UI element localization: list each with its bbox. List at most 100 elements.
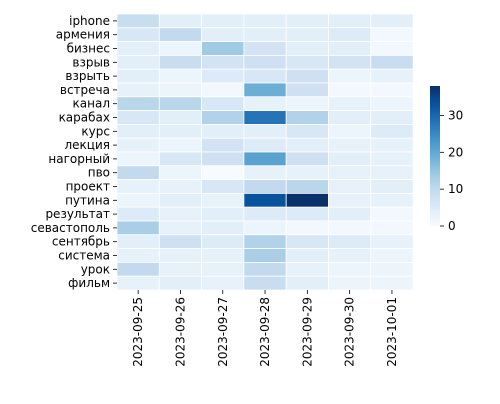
heatmap-cell [328,192,372,208]
heatmap-cell [328,206,372,222]
x-tick-label: 2023-09-25 [131,297,145,367]
heatmap-cell [116,68,160,84]
colorbar-tick-label: 0 [448,219,456,233]
heatmap-cell [243,151,287,167]
y-tick-label: проект [66,180,110,194]
heatmap-cell [201,261,245,277]
colorbar-gradient [430,86,440,226]
y-tick-label: армения [56,28,110,42]
heatmap-cell [285,82,329,98]
heatmap-cell [370,151,414,167]
heatmap-cell [201,192,245,208]
heatmap-cell [243,13,287,29]
y-tick-label: путина [65,193,110,207]
heatmap-cell [285,179,329,194]
heatmap-cell [243,165,287,181]
y-tick-label: бизнес [67,42,110,56]
heatmap-cell [370,165,414,181]
heatmap-cell [116,82,160,98]
heatmap-cell [116,137,160,153]
heatmap-cell [116,261,160,277]
heatmap-cell [370,192,414,208]
heatmap-cell [370,248,414,263]
heatmap-cell [370,124,414,139]
heatmap-cell [285,96,329,112]
heatmap-cell [243,220,287,236]
heatmap-cell [328,68,372,84]
heatmap-cell [370,110,414,125]
heatmap-cell [116,124,160,139]
heatmap-cell [116,27,160,42]
heatmap-cell [158,206,203,222]
heatmap-cell [370,82,414,98]
heatmap-cell [243,68,287,84]
heatmap-cell [116,110,160,125]
heatmap-cell [116,13,160,29]
heatmap-cell [370,137,414,153]
heatmap-cell [116,96,160,112]
heatmap-cell [158,261,203,277]
heatmap-cell [370,220,414,236]
heatmap-cell [328,275,372,291]
y-tick-label: лекция [65,138,111,152]
heatmap-cell [328,137,372,153]
heatmap-cell [328,41,372,56]
colorbar-tick-label: 20 [448,145,463,159]
heatmap-cell [285,261,329,277]
heatmap-cell [243,55,287,70]
heatmap-cell [285,248,329,263]
x-tick-label: 2023-09-30 [343,297,357,367]
heatmap-cell [370,55,414,70]
x-tick-label: 2023-10-01 [385,297,399,367]
heatmap-cell [328,96,372,112]
x-tick-label: 2023-09-28 [258,297,272,367]
heatmap-cell [201,220,245,236]
heatmap-cell [201,151,245,167]
heatmap-cell [243,275,287,291]
heatmap-cell [158,165,203,181]
heatmap-cell [285,13,329,29]
heatmap-cell [285,234,329,250]
heatmap-cell [116,234,160,250]
y-tick-label: iphone [69,14,110,28]
heatmap-cell [243,96,287,112]
heatmap-cell [201,179,245,194]
heatmap-cell [370,275,414,291]
heatmap-cell [116,41,160,56]
heatmap-cell [201,13,245,29]
heatmap-cell [328,27,372,42]
heatmap-cell [158,192,203,208]
heatmap-cell [158,220,203,236]
colorbar: 0 10 20 30 [430,86,463,233]
heatmap-cell [285,192,329,208]
heatmap-cell [201,234,245,250]
heatmap-cell [285,137,329,153]
heatmap-cell [328,151,372,167]
heatmap-cell [158,41,203,56]
y-tick-label: результат [45,207,110,221]
heatmap-cell [243,179,287,194]
heatmap-cell [116,206,160,222]
heatmap-cell [370,234,414,250]
heatmap-cell [201,55,245,70]
heatmap-cell [370,27,414,42]
x-axis-labels: 2023-09-25 2023-09-26 2023-09-27 2023-09-28… [131,290,399,367]
heatmap-cell [158,110,203,125]
y-tick-label: курс [81,124,110,138]
heatmap-cell [370,206,414,222]
heatmap-cell [285,151,329,167]
heatmap-cell [328,234,372,250]
heatmap-cell [243,41,287,56]
heatmap-cell [285,165,329,181]
heatmap-cell [158,179,203,194]
heatmap-cell [243,110,287,125]
heatmap-cell [158,82,203,98]
heatmap-cell [243,124,287,139]
y-tick-label: взрыть [65,69,110,83]
heatmap-cell [370,41,414,56]
heatmap-cell [158,124,203,139]
heatmap-cell [328,165,372,181]
y-tick-label: система [58,249,110,263]
x-tick-label: 2023-09-29 [300,297,314,367]
